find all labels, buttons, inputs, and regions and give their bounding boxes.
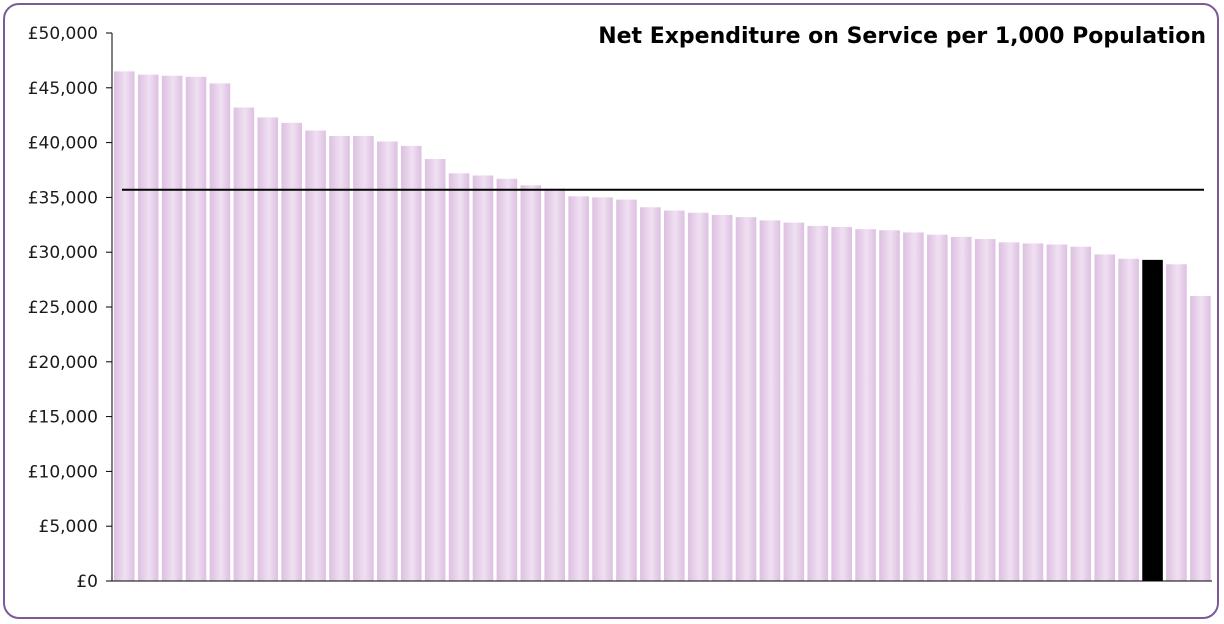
bar <box>281 122 302 581</box>
bar <box>257 117 279 581</box>
bar <box>185 76 207 581</box>
y-tick-label: £30,000 <box>28 243 98 263</box>
y-tick-label: £50,000 <box>28 24 98 44</box>
bar <box>950 236 972 581</box>
bar <box>448 173 470 581</box>
bar <box>353 136 374 582</box>
bar <box>1190 296 1211 581</box>
y-tick-label: £15,000 <box>28 408 98 428</box>
bar <box>1166 264 1187 581</box>
highlighted-bar <box>1142 259 1163 581</box>
y-tick-label: £10,000 <box>28 462 98 482</box>
bar <box>1118 258 1139 581</box>
bar <box>1022 243 1044 581</box>
bar <box>137 74 159 581</box>
y-tick-label: £0 <box>76 572 98 592</box>
bar <box>496 178 518 581</box>
bar <box>424 159 446 582</box>
bar <box>1046 244 1068 581</box>
bar <box>114 71 135 582</box>
bar <box>209 83 231 581</box>
bar <box>664 210 685 581</box>
bar <box>1094 254 1115 581</box>
bar <box>233 107 255 581</box>
bar <box>592 197 613 581</box>
y-tick-label: £40,000 <box>28 134 98 154</box>
y-tick-label: £5,000 <box>39 517 98 537</box>
bars <box>114 71 1211 582</box>
bar <box>807 225 829 581</box>
bar <box>472 175 494 582</box>
bar <box>329 136 350 582</box>
y-axis-ticks: £0 £5,000 £10,000 £15,000 £20,000 £25,000 £30,… <box>28 24 112 592</box>
bar <box>305 130 326 581</box>
bar <box>783 222 805 581</box>
bar <box>520 185 542 581</box>
bar <box>544 188 565 581</box>
bar <box>927 234 948 581</box>
bar <box>735 217 757 582</box>
bar <box>831 226 852 581</box>
bar <box>879 230 900 581</box>
bar <box>974 239 996 581</box>
bar <box>903 232 924 582</box>
bar <box>855 229 876 581</box>
y-tick-label: £20,000 <box>28 353 98 373</box>
bar <box>998 242 1020 581</box>
bar <box>640 207 661 582</box>
bar <box>711 214 733 581</box>
bar <box>616 199 637 582</box>
bar <box>377 141 398 581</box>
bar <box>687 212 709 581</box>
y-tick-label: £45,000 <box>28 79 98 99</box>
bar <box>759 220 781 581</box>
bar <box>161 75 183 581</box>
chart-title: Net Expenditure on Service per 1,000 Pop… <box>598 24 1206 49</box>
bar <box>400 145 422 581</box>
y-tick-label: £25,000 <box>28 298 98 318</box>
bar <box>1070 246 1092 581</box>
y-tick-label: £35,000 <box>28 188 98 208</box>
bar <box>568 196 589 581</box>
